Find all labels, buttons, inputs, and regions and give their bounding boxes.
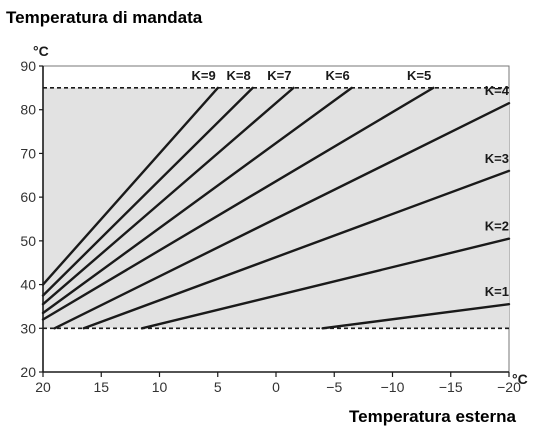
y-axis-unit: °C — [33, 43, 49, 59]
series-labels: K=1 K=2 K=3 K=4 K=5 K=6 K=7 K=8 K=9 — [192, 68, 510, 299]
series-label: K=9 — [192, 68, 216, 83]
y-axis-ticks: 20 30 40 50 60 70 80 90 — [20, 58, 43, 380]
y-tick-label: 30 — [20, 320, 36, 336]
series-line — [41, 86, 220, 286]
y-tick-label: 60 — [20, 189, 36, 205]
y-tick-label: 80 — [20, 102, 36, 118]
series-label: K=7 — [267, 68, 291, 83]
series-line — [53, 101, 511, 330]
y-tick-label: 50 — [20, 233, 36, 249]
x-axis-label: Temperatura esterna — [349, 407, 516, 426]
series-line — [41, 86, 254, 297]
series-label: K=6 — [326, 68, 350, 83]
x-axis-unit: °C — [512, 371, 528, 387]
series-label: K=2 — [485, 219, 509, 234]
series-line — [82, 169, 511, 330]
y-tick-label: 40 — [20, 277, 36, 293]
x-tick-label: −10 — [381, 379, 405, 395]
y-tick-label: 20 — [20, 364, 36, 380]
x-tick-label: 0 — [272, 379, 280, 395]
series-label: K=5 — [407, 68, 431, 83]
y-tick-label: 90 — [20, 58, 36, 74]
series-lines — [41, 86, 511, 330]
x-tick-label: −15 — [439, 379, 463, 395]
series-line — [41, 86, 435, 321]
x-tick-label: −5 — [326, 379, 342, 395]
x-tick-label: 5 — [214, 379, 222, 395]
shaded-operating-band — [43, 87, 509, 329]
series-label: K=3 — [485, 151, 509, 166]
series-label: K=4 — [485, 83, 510, 98]
x-tick-label: 15 — [93, 379, 109, 395]
series-line — [41, 86, 295, 306]
series-line — [321, 303, 511, 330]
series-line — [41, 86, 353, 315]
x-tick-label: 20 — [35, 379, 51, 395]
series-line — [140, 237, 511, 330]
y-tick-label: 70 — [20, 145, 36, 161]
series-label: K=8 — [226, 68, 250, 83]
x-axis-ticks: 20 15 10 5 0 −5 −10 −15 −20 — [35, 372, 521, 395]
chart-title: Temperatura di mandata — [6, 8, 203, 27]
series-label: K=1 — [485, 284, 509, 299]
x-tick-label: 10 — [152, 379, 168, 395]
x-tick-label: −20 — [497, 379, 521, 395]
